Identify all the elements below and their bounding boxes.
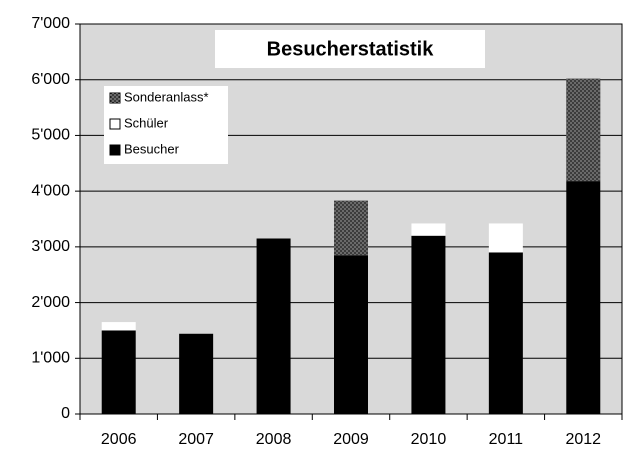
bar-texture (566, 78, 601, 182)
x-tick-label: 2009 (333, 431, 369, 448)
x-tick-label: 2012 (565, 431, 601, 448)
y-tick-label: 7'000 (31, 15, 70, 32)
marks: Besucher Schüler Sonderanlass* (101, 78, 601, 414)
y-tick-label: 2'000 (31, 294, 70, 311)
legend-swatch (109, 118, 121, 130)
legend-label: Besucher (124, 141, 180, 156)
y-tick-label: 5'000 (31, 127, 70, 144)
y-tick-label: 1'000 (31, 350, 70, 367)
y-tick-label: 6'000 (31, 71, 70, 88)
legend-texture (110, 93, 120, 103)
bar-segment (488, 223, 523, 253)
bar-segment (411, 235, 446, 414)
x-tick-label: 2007 (178, 431, 214, 448)
title-box (215, 30, 485, 68)
legend-label: Schüler (124, 115, 169, 130)
y-tick-label: 4'000 (31, 182, 70, 199)
x-tick-label: 2006 (101, 431, 137, 448)
chart-title: Besucherstatistik (267, 38, 435, 60)
bar-segment (566, 181, 601, 414)
x-tick-label: 2008 (256, 431, 292, 448)
y-tick-label: 3'000 (31, 238, 70, 255)
bar-segment (488, 252, 523, 414)
bar-texture (334, 200, 368, 256)
bar-segment (101, 330, 136, 414)
bar-segment (411, 223, 446, 236)
bar-segment (179, 333, 214, 414)
x-tick-label: 2010 (411, 431, 447, 448)
legend-swatch (109, 144, 121, 156)
legend-box (104, 86, 228, 164)
y-tick-label: 0 (61, 405, 70, 422)
x-tick-label: 2011 (489, 431, 524, 448)
bar-segment (101, 322, 136, 331)
bar-segment (256, 238, 291, 414)
bar-segment (334, 255, 368, 414)
legend-label: Sonderanlass* (124, 89, 209, 104)
